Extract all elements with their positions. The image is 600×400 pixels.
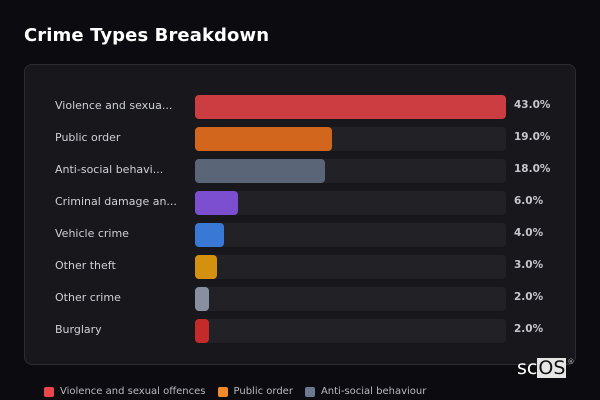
- chart-legend: Violence and sexual offences Public order…: [44, 386, 426, 397]
- legend-item[interactable]: Public order: [217, 386, 293, 397]
- legend-label: Violence and sexual offences: [60, 386, 206, 397]
- bar-value: 18.0%: [514, 163, 551, 175]
- bar-fill[interactable]: [195, 191, 239, 215]
- legend-swatch-icon: [304, 386, 315, 397]
- bar-track: [195, 287, 506, 311]
- bar-fill[interactable]: [195, 95, 506, 119]
- bar-fill[interactable]: [195, 287, 210, 311]
- bar-track: [195, 127, 506, 151]
- watermark-boxed: OS: [537, 357, 567, 379]
- bar-row[interactable]: Criminal damage an... 6.0%: [25, 191, 575, 215]
- bar-label: Vehicle crime: [55, 227, 129, 240]
- bar-track: [195, 255, 506, 279]
- bar-row[interactable]: Public order 19.0%: [25, 127, 575, 151]
- watermark-prefix: sc: [517, 357, 538, 379]
- legend-swatch-icon: [217, 386, 228, 397]
- bar-track: [195, 159, 506, 183]
- bar-value: 4.0%: [514, 227, 544, 239]
- legend-item[interactable]: Anti-social behaviour: [304, 386, 427, 397]
- bar-fill[interactable]: [195, 223, 224, 247]
- bar-track: [195, 223, 506, 247]
- bar-label: Other theft: [55, 259, 116, 272]
- legend-label: Anti-social behaviour: [320, 386, 427, 397]
- bar-value: 19.0%: [514, 131, 551, 143]
- bar-track: [195, 95, 506, 119]
- bar-label: Public order: [55, 131, 121, 144]
- legend-item[interactable]: Violence and sexual offences: [44, 386, 206, 397]
- bar-track: [195, 191, 506, 215]
- bar-label: Other crime: [55, 291, 121, 304]
- bar-fill[interactable]: [195, 159, 326, 183]
- bar-row[interactable]: Other theft 3.0%: [25, 255, 575, 279]
- bar-row[interactable]: Violence and sexua... 43.0%: [25, 95, 575, 119]
- legend-swatch-icon: [44, 386, 54, 397]
- bar-row[interactable]: Burglary 2.0%: [25, 319, 575, 343]
- bar-track: [195, 319, 506, 343]
- bar-value: 6.0%: [514, 195, 544, 207]
- bar-fill[interactable]: [195, 255, 217, 279]
- bar-row[interactable]: Vehicle crime 4.0%: [25, 223, 575, 247]
- bar-label: Criminal damage an...: [55, 195, 177, 208]
- bar-row[interactable]: Other crime 2.0%: [25, 287, 575, 311]
- scos-watermark: sc OS ®: [517, 358, 574, 378]
- bar-row[interactable]: Anti-social behavi... 18.0%: [25, 159, 575, 183]
- registered-mark: ®: [567, 358, 575, 366]
- bar-fill[interactable]: [195, 127, 333, 151]
- bar-value: 2.0%: [514, 323, 544, 335]
- chart-title: Crime Types Breakdown: [24, 25, 270, 46]
- bar-label: Burglary: [55, 323, 102, 336]
- bar-value: 2.0%: [514, 291, 544, 303]
- bar-label: Anti-social behavi...: [55, 163, 164, 176]
- bar-value: 3.0%: [514, 259, 544, 271]
- legend-label: Public order: [233, 386, 293, 397]
- bar-label: Violence and sexua...: [55, 99, 173, 112]
- bar-value: 43.0%: [514, 99, 551, 111]
- chart-panel: Violence and sexua... 43.0% Public order 19…: [24, 64, 576, 365]
- bar-fill[interactable]: [195, 319, 210, 343]
